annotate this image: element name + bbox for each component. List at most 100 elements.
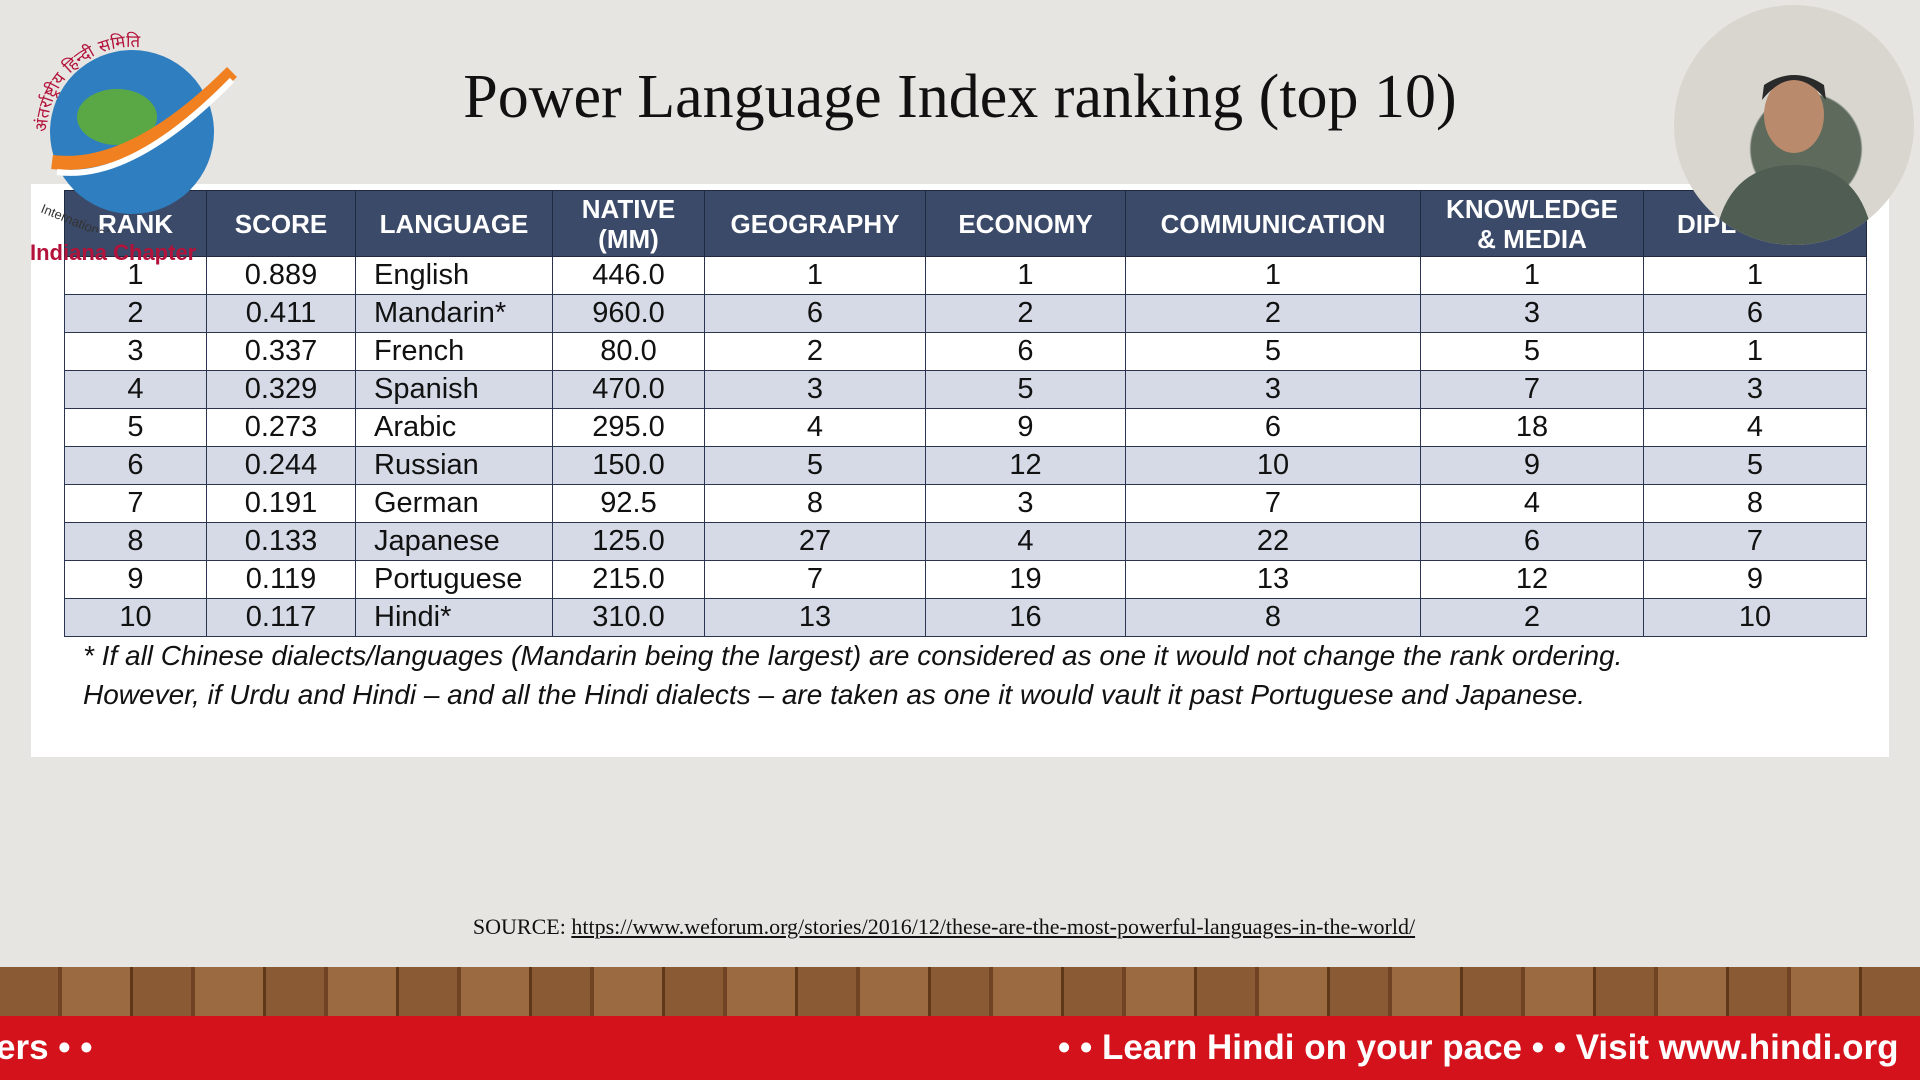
table-cell: Portuguese <box>355 560 553 599</box>
table-cell: 0.117 <box>206 598 356 637</box>
table-cell: 10 <box>64 598 207 637</box>
ranking-table: RANK SCORE LANGUAGE NATIVE (MM) GEOGRAPHY ECO… <box>64 190 1867 637</box>
table-cell: 150.0 <box>552 446 705 485</box>
table-cell: 3 <box>1420 294 1644 333</box>
webcam-person <box>1714 75 1874 245</box>
table-cell: Mandarin* <box>355 294 553 333</box>
table-cell: 9 <box>1420 446 1644 485</box>
table-cell: 12 <box>1420 560 1644 599</box>
table-cell: 92.5 <box>552 484 705 523</box>
table-cell: 6 <box>704 294 926 333</box>
table-cell: Russian <box>355 446 553 485</box>
table-cell: 5 <box>704 446 926 485</box>
ticker-banner: ers • • • • Learn Hindi on your pace • •… <box>0 1016 1920 1080</box>
table-cell: 9 <box>64 560 207 599</box>
table-cell: 0.273 <box>206 408 356 447</box>
table-cell: 7 <box>1643 522 1867 561</box>
table-row: 1 0.889 English 446.0 1 1 1 1 1 <box>64 256 1867 295</box>
table-cell: 295.0 <box>552 408 705 447</box>
table-cell: English <box>355 256 553 295</box>
ticker-text: ers • • <box>0 1028 93 1067</box>
table-cell: Hindi* <box>355 598 553 637</box>
source-label: SOURCE: <box>472 914 566 939</box>
table-cell: 4 <box>704 408 926 447</box>
table-cell: 6 <box>64 446 207 485</box>
table-cell: 6 <box>1420 522 1644 561</box>
table-cell: 2 <box>1420 598 1644 637</box>
table-cell: 470.0 <box>552 370 705 409</box>
table-cell: 8 <box>1125 598 1421 637</box>
logo-swoosh <box>56 77 235 176</box>
table-cell: 13 <box>704 598 926 637</box>
source-line: SOURCE: https://www.weforum.org/stories/… <box>0 914 1888 940</box>
table-row: 5 0.273 Arabic 295.0 4 9 6 18 4 <box>64 408 1867 447</box>
table-cell: 27 <box>704 522 926 561</box>
table-cell: 0.329 <box>206 370 356 409</box>
table-cell: Japanese <box>355 522 553 561</box>
column-header: ECONOMY <box>925 190 1126 257</box>
column-header: SCORE <box>206 190 356 257</box>
table-cell: 3 <box>925 484 1126 523</box>
table-row: 10 0.117 Hindi* 310.0 13 16 8 2 10 <box>64 598 1867 637</box>
table-cell: 1 <box>1643 256 1867 295</box>
table-cell: 5 <box>1420 332 1644 371</box>
table-cell: 18 <box>1420 408 1644 447</box>
table-cell: 8 <box>704 484 926 523</box>
table-cell: 8 <box>64 522 207 561</box>
column-header: COMMUNICATION <box>1125 190 1421 257</box>
webcam-overlay <box>1674 5 1914 245</box>
table-cell: 960.0 <box>552 294 705 333</box>
source-link[interactable]: https://www.weforum.org/stories/2016/12/… <box>571 914 1416 939</box>
table-row: 7 0.191 German 92.5 8 3 7 4 8 <box>64 484 1867 523</box>
table-cell: 1 <box>1420 256 1644 295</box>
table-body: 1 0.889 English 446.0 1 1 1 1 1 2 0.411 Mandarin* 96… <box>64 256 1867 637</box>
table-cell: 0.191 <box>206 484 356 523</box>
table-cell: 1 <box>704 256 926 295</box>
table-row: 4 0.329 Spanish 470.0 3 5 3 7 3 <box>64 370 1867 409</box>
table-cell: 0.889 <box>206 256 356 295</box>
table-cell: 3 <box>704 370 926 409</box>
slide-title: Power Language Index ranking (top 10) <box>463 63 1457 131</box>
table-cell: 5 <box>64 408 207 447</box>
table-cell: Spanish <box>355 370 553 409</box>
table-cell: 1 <box>925 256 1126 295</box>
face <box>1764 77 1824 153</box>
table-cell: 2 <box>64 294 207 333</box>
table-cell: 7 <box>1125 484 1421 523</box>
table-cell: 2 <box>1125 294 1421 333</box>
table-cell: 80.0 <box>552 332 705 371</box>
table-cell: 1 <box>1643 332 1867 371</box>
table-cell: 19 <box>925 560 1126 599</box>
table-cell: 8 <box>1643 484 1867 523</box>
table-cell: 0.133 <box>206 522 356 561</box>
footnote: * If all Chinese dialects/languages (Man… <box>83 640 1623 710</box>
table-cell: 9 <box>925 408 1126 447</box>
table-cell: 4 <box>1643 408 1867 447</box>
table-row: 6 0.244 Russian 150.0 5 12 10 9 5 <box>64 446 1867 485</box>
table-cell: 16 <box>925 598 1126 637</box>
table-cell: 4 <box>925 522 1126 561</box>
table-cell: 125.0 <box>552 522 705 561</box>
table-cell: 446.0 <box>552 256 705 295</box>
logo-land <box>77 89 157 145</box>
table-cell: 5 <box>925 370 1126 409</box>
table-cell: 1 <box>1125 256 1421 295</box>
ticker-text: • • Learn Hindi on your pace • • Visit w… <box>1058 1028 1899 1067</box>
table-cell: 2 <box>925 294 1126 333</box>
table-cell: 3 <box>64 332 207 371</box>
column-header: LANGUAGE <box>355 190 553 257</box>
table-cell: 9 <box>1643 560 1867 599</box>
table-cell: 10 <box>1125 446 1421 485</box>
table-cell: 2 <box>704 332 926 371</box>
logo-chapter: Indiana Chapter <box>30 240 197 265</box>
logo-swoosh <box>51 67 237 170</box>
table-cell: 10 <box>1643 598 1867 637</box>
table-cell: 5 <box>1643 446 1867 485</box>
table-cell: German <box>355 484 553 523</box>
table-cell: 7 <box>64 484 207 523</box>
wood-floor <box>0 967 1920 1017</box>
table-cell: 22 <box>1125 522 1421 561</box>
table-cell: 7 <box>1420 370 1644 409</box>
shirt <box>1714 165 1874 245</box>
logo: अंतर्राष्ट्रीय हिन्दी समिति Internationa… <box>32 31 237 232</box>
